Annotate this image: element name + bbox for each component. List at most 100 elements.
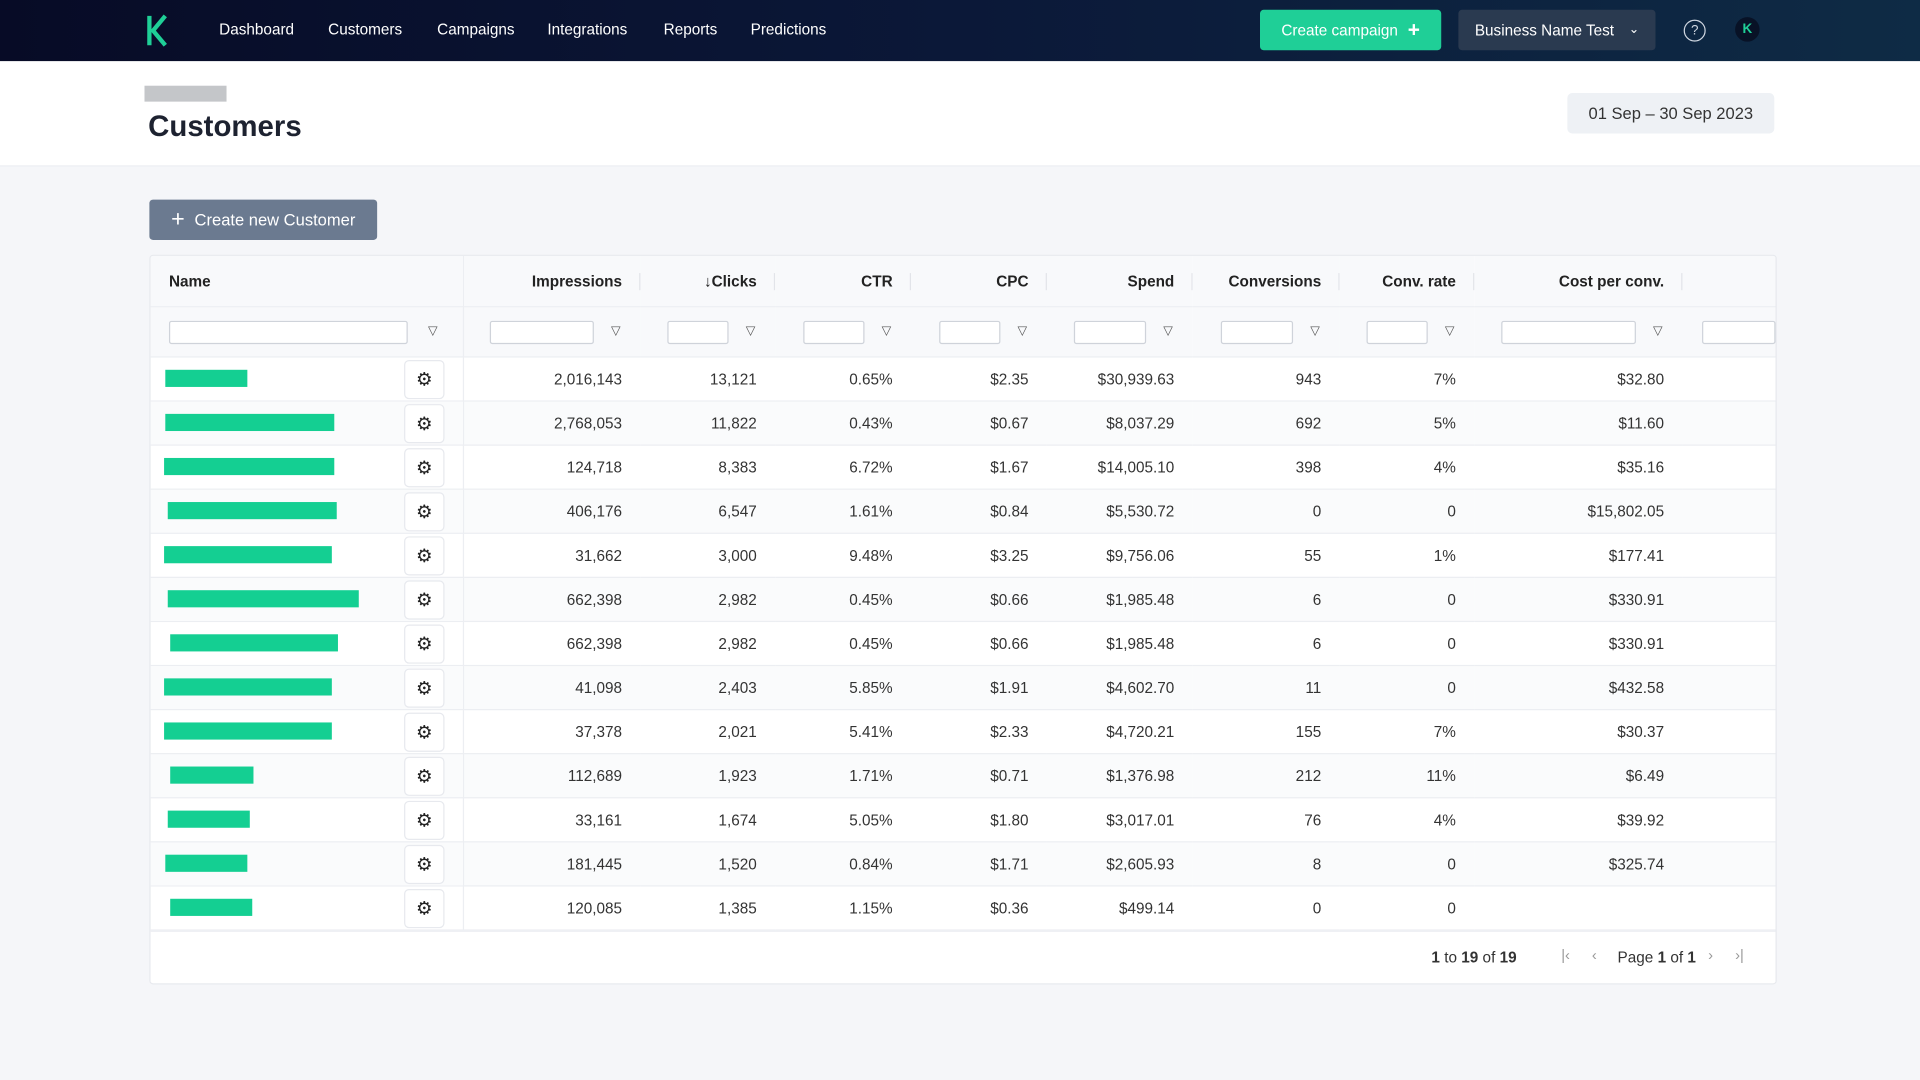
nav-predictions[interactable]: Predictions (750, 20, 827, 38)
table-row[interactable]: ⚙ 2,768,053 11,822 0.43% $0.67 $8,037.29 692 5%… (150, 401, 1776, 446)
cell-extra (1682, 841, 1776, 887)
prev-page-icon[interactable]: ‹ (1591, 946, 1597, 964)
redacted-customer-name[interactable] (164, 546, 332, 564)
redacted-customer-name[interactable] (167, 810, 250, 828)
filter-icon[interactable]: ▽ (1310, 324, 1320, 338)
table-row[interactable]: ⚙ 37,378 2,021 5.41% $2.33 $4,720.21 155 7% $30.… (150, 709, 1776, 755)
gear-icon[interactable]: ⚙ (404, 800, 445, 841)
nav-reports[interactable]: Reports (663, 20, 718, 38)
breadcrumb[interactable] (144, 85, 227, 102)
filter-input-spend[interactable] (1073, 320, 1147, 344)
cell-extra (1682, 533, 1776, 578)
row-total: 19 (1499, 948, 1517, 967)
table-row[interactable]: ⚙ 662,398 2,982 0.45% $0.66 $1,985.48 6 0 $330.9… (150, 577, 1776, 623)
table-row[interactable]: ⚙ 181,445 1,520 0.84% $1.71 $2,605.93 8 0 $325.7… (150, 841, 1776, 887)
gear-icon[interactable]: ⚙ (404, 712, 445, 752)
filter-input-cpc[interactable] (939, 320, 1001, 344)
cell-conversions: 55 (1192, 533, 1340, 578)
redacted-customer-name[interactable] (167, 590, 359, 608)
filter-input-conv-rate[interactable] (1366, 320, 1428, 344)
filter-input-name[interactable] (168, 320, 408, 344)
column-header-spend[interactable]: Spend (1046, 255, 1193, 308)
nav-customers[interactable]: Customers (328, 20, 403, 38)
nav-dashboard[interactable]: Dashboard (219, 20, 295, 38)
cell-impressions: 662,398 (462, 621, 641, 667)
redacted-customer-name[interactable] (170, 634, 338, 652)
table-row[interactable]: ⚙ 120,085 1,385 1.15% $0.36 $499.14 0 0 (150, 885, 1776, 931)
nav-campaigns[interactable]: Campaigns (437, 20, 515, 38)
name-cell: ⚙ (150, 885, 464, 931)
gear-icon[interactable]: ⚙ (404, 624, 445, 664)
filter-input-impressions[interactable] (489, 320, 594, 344)
gear-icon[interactable]: ⚙ (404, 668, 445, 708)
gear-icon[interactable]: ⚙ (404, 360, 445, 400)
redacted-customer-name[interactable] (164, 722, 332, 740)
filter-icon[interactable]: ▽ (1653, 324, 1663, 338)
avatar[interactable]: K (1735, 17, 1760, 42)
gear-icon[interactable]: ⚙ (404, 448, 445, 488)
create-customer-button[interactable]: + Create new Customer (149, 199, 378, 241)
redacted-customer-name[interactable] (170, 766, 254, 784)
gear-icon[interactable]: ⚙ (404, 536, 445, 576)
column-header-clicks[interactable]: ↓Clicks (640, 255, 776, 308)
redacted-customer-name[interactable] (165, 854, 248, 872)
redacted-customer-name[interactable] (165, 413, 335, 432)
cell-conversions: 155 (1192, 709, 1340, 755)
cell-spend: $30,939.63 (1046, 356, 1193, 402)
redacted-customer-name[interactable] (164, 457, 335, 476)
gear-icon[interactable]: ⚙ (404, 492, 445, 532)
gear-icon[interactable]: ⚙ (404, 756, 445, 796)
redacted-customer-name[interactable] (165, 369, 248, 387)
filter-icon[interactable]: ▽ (427, 324, 438, 338)
column-header-ctr[interactable]: CTR (775, 255, 912, 308)
filter-icon[interactable]: ▽ (881, 324, 892, 338)
column-header-name[interactable]: Name (150, 255, 464, 308)
cell-extra (1682, 621, 1776, 667)
nav-integrations[interactable]: Integrations (547, 20, 628, 38)
filter-icon[interactable]: ▽ (745, 324, 756, 338)
filter-icon[interactable]: ▽ (1017, 324, 1027, 338)
gear-icon[interactable]: ⚙ (404, 888, 445, 929)
create-campaign-button[interactable]: Create campaign + (1260, 9, 1442, 51)
row-to: 19 (1461, 948, 1479, 967)
next-page-icon[interactable]: › (1708, 946, 1714, 964)
filter-input-conversions[interactable] (1220, 320, 1294, 344)
redacted-customer-name[interactable] (164, 678, 332, 696)
business-selector[interactable]: Business Name Test ⌄ (1458, 9, 1656, 51)
table-row[interactable]: ⚙ 124,718 8,383 6.72% $1.67 $14,005.10 398 4% $3… (150, 445, 1776, 490)
filter-input-extra[interactable] (1702, 320, 1776, 344)
name-cell: ⚙ (150, 577, 464, 623)
last-page-icon[interactable]: ›| (1735, 946, 1744, 964)
column-header-conv-rate[interactable]: Conv. rate (1339, 255, 1475, 308)
table-row[interactable]: ⚙ 33,161 1,674 5.05% $1.80 $3,017.01 76 4% $39.9… (150, 797, 1776, 843)
column-header-impressions[interactable]: Impressions (462, 255, 641, 308)
gear-icon[interactable]: ⚙ (404, 404, 445, 444)
filter-input-clicks[interactable] (667, 320, 729, 344)
table-row[interactable]: ⚙ 2,016,143 13,121 0.65% $2.35 $30,939.63 943 7… (150, 356, 1776, 402)
redacted-customer-name[interactable] (167, 502, 337, 520)
table-row[interactable]: ⚙ 31,662 3,000 9.48% $3.25 $9,756.06 55 1% $177.… (150, 533, 1776, 578)
name-cell: ⚙ (150, 709, 464, 755)
filter-icon[interactable]: ▽ (611, 324, 621, 338)
table-row[interactable]: ⚙ 406,176 6,547 1.61% $0.84 $5,530.72 0 0 $15,80… (150, 489, 1776, 534)
cell-spend: $5,530.72 (1046, 489, 1193, 534)
column-header-conversions[interactable]: Conversions (1192, 255, 1340, 308)
logo-icon[interactable] (146, 13, 170, 47)
column-header-cost-per-conv[interactable]: Cost per conv. (1474, 255, 1683, 308)
table-row[interactable]: ⚙ 112,689 1,923 1.71% $0.71 $1,376.98 212 11% $6… (150, 753, 1776, 799)
date-range-picker[interactable]: 01 Sep – 30 Sep 2023 (1567, 93, 1775, 134)
filter-input-cost-per-conv[interactable] (1501, 320, 1636, 344)
table-row[interactable]: ⚙ 662,398 2,982 0.45% $0.66 $1,985.48 6 0 $330.9… (150, 621, 1776, 667)
filter-cell-cost-per-conv: ▽ (1474, 306, 1683, 358)
gear-icon[interactable]: ⚙ (404, 580, 445, 620)
filter-icon[interactable]: ▽ (1163, 324, 1173, 338)
table-row[interactable]: ⚙ 41,098 2,403 5.85% $1.91 $4,602.70 11 0 $432.5… (150, 665, 1776, 711)
column-header-cpc[interactable]: CPC (911, 255, 1047, 308)
redacted-customer-name[interactable] (170, 898, 253, 916)
filter-icon[interactable]: ▽ (1444, 324, 1455, 338)
gear-icon[interactable]: ⚙ (404, 844, 445, 885)
first-page-icon[interactable]: |‹ (1561, 946, 1570, 964)
filter-input-ctr[interactable] (803, 320, 865, 344)
help-icon[interactable]: ? (1683, 19, 1706, 42)
cell-spend: $9,756.06 (1046, 533, 1193, 578)
